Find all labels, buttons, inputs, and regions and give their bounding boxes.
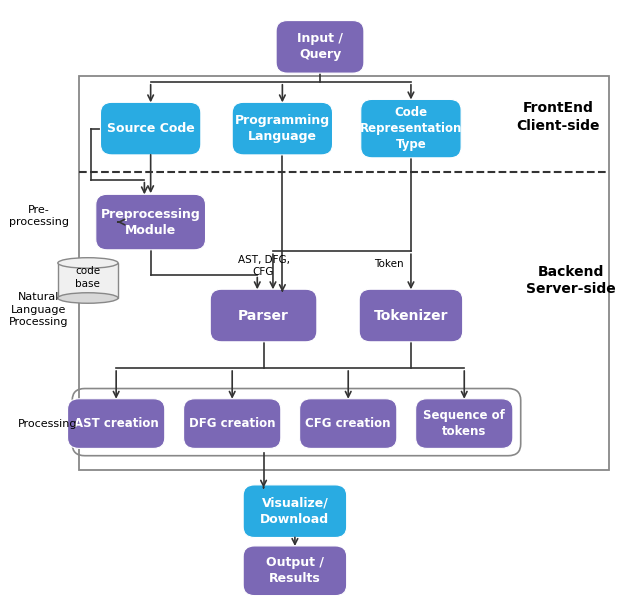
Text: Sequence of
tokens: Sequence of tokens bbox=[423, 409, 505, 438]
Text: Preprocessing
Module: Preprocessing Module bbox=[100, 207, 200, 237]
FancyBboxPatch shape bbox=[96, 194, 205, 250]
FancyBboxPatch shape bbox=[300, 399, 397, 448]
Text: AST creation: AST creation bbox=[74, 417, 159, 430]
FancyBboxPatch shape bbox=[276, 21, 364, 73]
Text: Source Code: Source Code bbox=[107, 122, 195, 135]
FancyBboxPatch shape bbox=[68, 399, 164, 448]
Text: Backend
Server-side: Backend Server-side bbox=[526, 265, 616, 296]
Text: Programming
Language: Programming Language bbox=[235, 114, 330, 143]
Text: DFG creation: DFG creation bbox=[189, 417, 275, 430]
FancyBboxPatch shape bbox=[361, 100, 461, 158]
FancyBboxPatch shape bbox=[100, 103, 201, 155]
Text: FrontEnd
Client-side: FrontEnd Client-side bbox=[516, 101, 600, 132]
Text: Tokenizer: Tokenizer bbox=[374, 309, 448, 322]
FancyBboxPatch shape bbox=[210, 289, 317, 342]
FancyBboxPatch shape bbox=[243, 485, 347, 538]
Bar bbox=[58, 263, 118, 298]
FancyBboxPatch shape bbox=[243, 546, 347, 595]
FancyBboxPatch shape bbox=[415, 399, 513, 448]
FancyBboxPatch shape bbox=[232, 103, 333, 155]
Text: AST, DFG,
CFG: AST, DFG, CFG bbox=[237, 254, 289, 277]
FancyBboxPatch shape bbox=[359, 289, 463, 342]
Text: Natural
Language
Processing: Natural Language Processing bbox=[9, 292, 68, 327]
Text: Pre-
processing: Pre- processing bbox=[9, 205, 69, 228]
Text: code
base: code base bbox=[76, 266, 100, 288]
Text: Output /
Results: Output / Results bbox=[266, 556, 324, 585]
Ellipse shape bbox=[58, 293, 118, 303]
Text: Visualize/
Download: Visualize/ Download bbox=[260, 496, 330, 526]
Text: Processing: Processing bbox=[17, 418, 77, 429]
Text: Parser: Parser bbox=[238, 309, 289, 322]
Text: Code
Representation
Type: Code Representation Type bbox=[360, 106, 462, 151]
Text: Token: Token bbox=[374, 259, 404, 269]
Ellipse shape bbox=[58, 257, 118, 268]
Text: CFG creation: CFG creation bbox=[305, 417, 391, 430]
FancyBboxPatch shape bbox=[184, 399, 281, 448]
Text: Input /
Query: Input / Query bbox=[297, 32, 343, 61]
